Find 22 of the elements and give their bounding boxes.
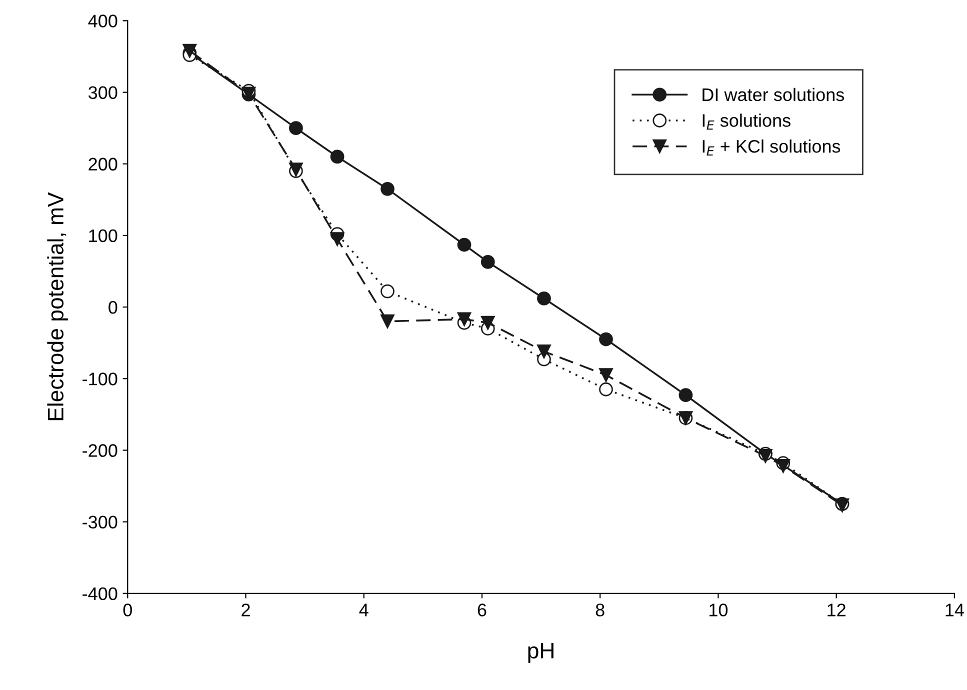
x-tick-label: 2 (242, 604, 250, 616)
y-tick-label: -400 (82, 587, 118, 600)
y-tick-label: -200 (82, 444, 118, 457)
y-axis-title: Electrode potential, mV (47, 192, 68, 420)
x-tick-label: 12 (828, 604, 846, 616)
x-tick-label: 8 (596, 604, 604, 616)
y-tick-label: 0 (108, 300, 118, 314)
y-tick-label: 100 (89, 229, 118, 242)
x-tick-label: 14 (946, 604, 964, 616)
legend-label: DI water solutions (702, 88, 844, 102)
x-tick-label: 0 (123, 604, 132, 616)
legend-label: I$_{E}$ solutions (702, 114, 790, 130)
y-tick-label: -300 (82, 516, 118, 529)
x-tick-label: 10 (710, 604, 728, 616)
y-tick-label: -100 (82, 372, 118, 386)
legend-label: I$_{E}$ + KCl solutions (702, 139, 840, 156)
y-tick-label: 200 (88, 158, 118, 171)
x-axis-title: pH (528, 642, 554, 663)
x-tick-label: 4 (359, 604, 368, 616)
x-tick-label: 6 (478, 604, 486, 616)
y-tick-label: 400 (88, 14, 118, 28)
y-tick-label: 300 (88, 86, 118, 100)
